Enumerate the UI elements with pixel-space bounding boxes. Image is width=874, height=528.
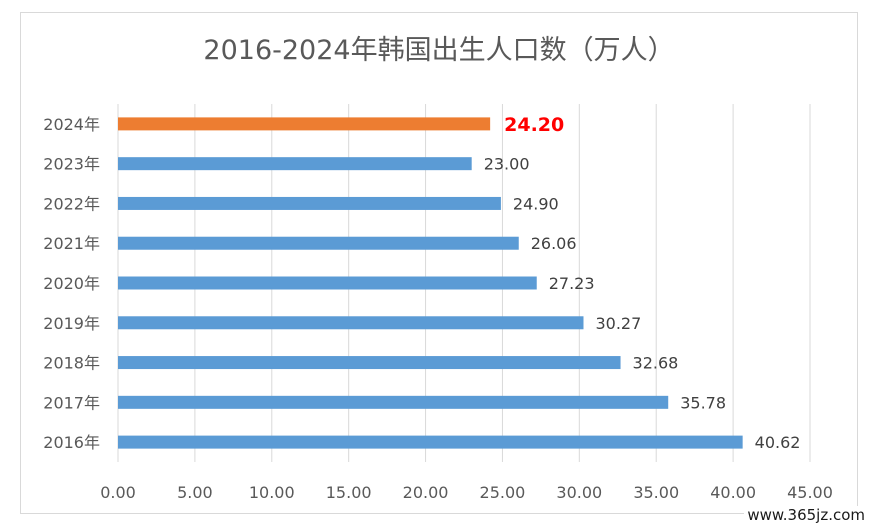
category-label: 2024年 (43, 115, 100, 134)
data-label: 27.23 (549, 274, 595, 293)
bar (118, 196, 501, 210)
category-label: 2016年 (43, 433, 100, 452)
x-tick-label: 0.00 (100, 483, 136, 502)
data-label: 35.78 (680, 393, 726, 412)
bar (118, 236, 519, 250)
chart-frame (20, 12, 858, 514)
x-tick-label: 20.00 (403, 483, 449, 502)
category-label: 2021年 (43, 234, 100, 253)
x-tick-label: 25.00 (480, 483, 526, 502)
x-tick-label: 10.00 (249, 483, 295, 502)
bar (118, 395, 669, 409)
data-label: 24.90 (513, 194, 559, 213)
category-label: 2023年 (43, 155, 100, 174)
bar (118, 316, 584, 330)
category-label: 2020年 (43, 274, 100, 293)
data-label: 26.06 (531, 234, 577, 253)
bar (118, 435, 743, 449)
data-label: 24.20 (504, 114, 564, 136)
chart-title: 2016-2024年韩国出生人口数（万人） (203, 35, 675, 66)
bar (118, 157, 472, 171)
data-label: 30.27 (595, 314, 641, 333)
category-label: 2019年 (43, 314, 100, 333)
bar (118, 276, 537, 290)
category-label: 2018年 (43, 354, 100, 373)
bar (118, 356, 621, 370)
data-label: 32.68 (633, 354, 679, 373)
site-watermark: www.365jz.com (744, 506, 868, 524)
category-label: 2022年 (43, 194, 100, 213)
x-tick-label: 30.00 (556, 483, 602, 502)
x-tick-label: 40.00 (710, 483, 756, 502)
x-tick-label: 45.00 (787, 483, 833, 502)
category-label: 2017年 (43, 393, 100, 412)
data-label: 40.62 (755, 433, 801, 452)
x-tick-label: 5.00 (177, 483, 213, 502)
data-label: 23.00 (484, 155, 530, 174)
bar (118, 117, 491, 131)
x-tick-label: 35.00 (633, 483, 679, 502)
x-tick-label: 15.00 (326, 483, 372, 502)
